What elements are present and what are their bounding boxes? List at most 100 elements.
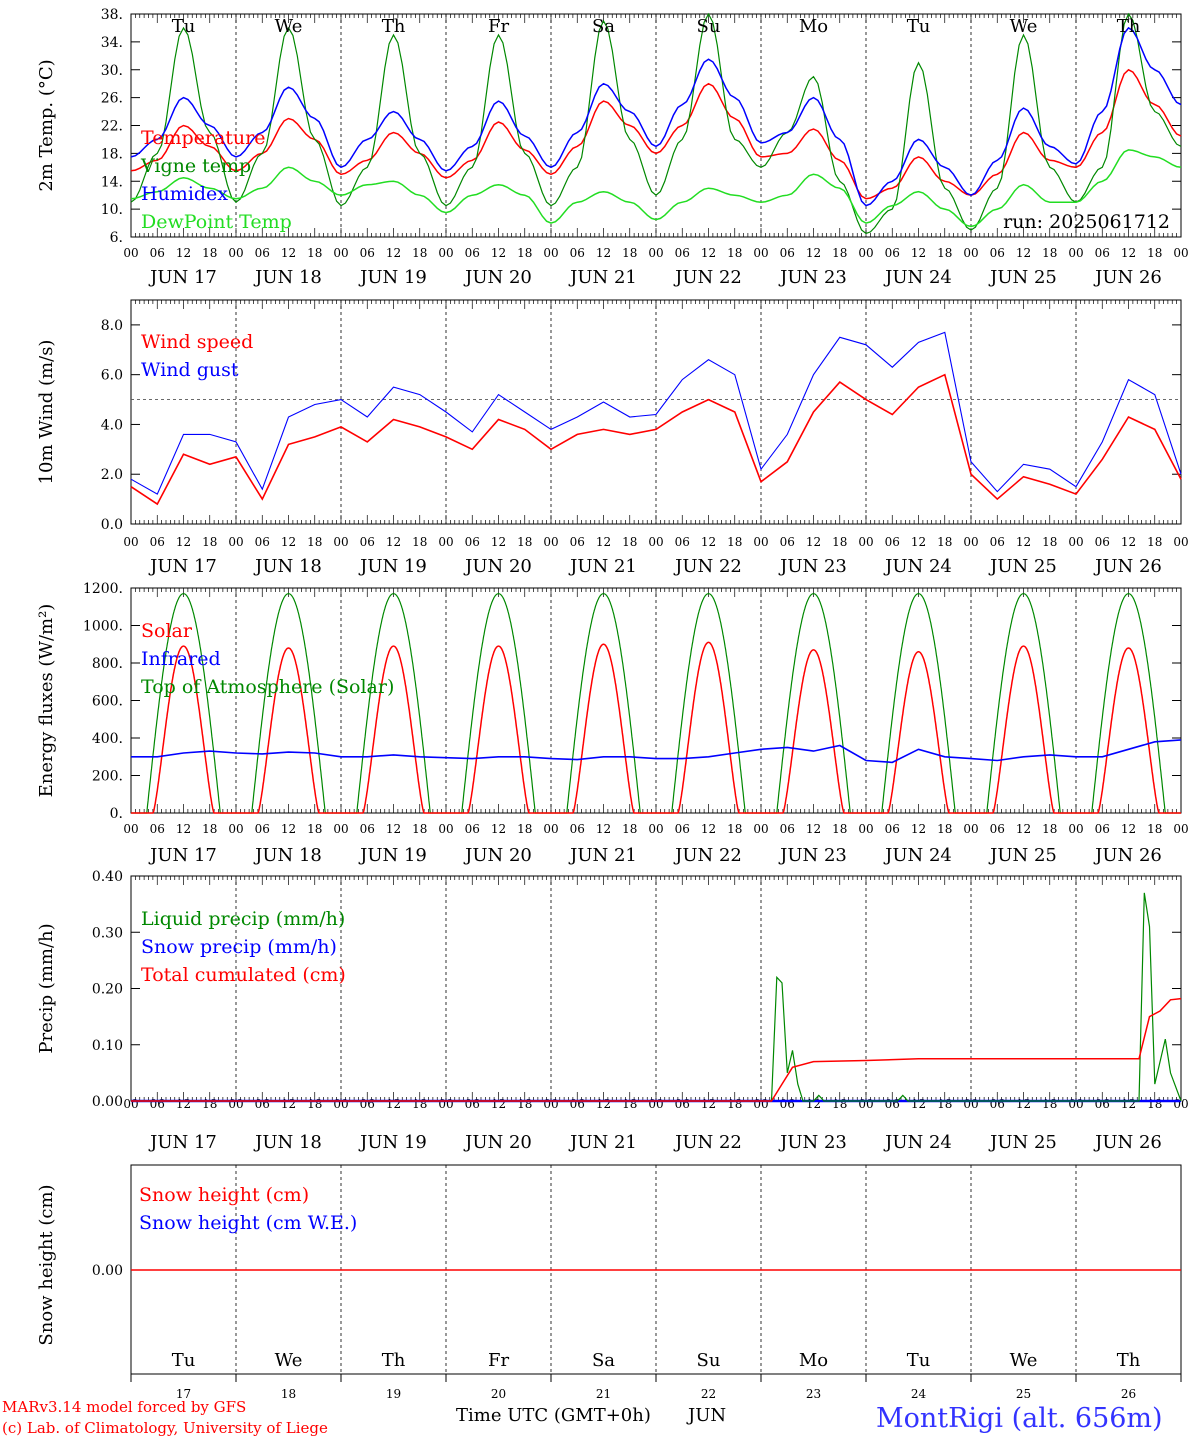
- hour-label: 06: [1095, 1097, 1110, 1111]
- hour-label: 12: [176, 246, 191, 260]
- hour-label: 00: [753, 535, 768, 549]
- hour-label: 18: [202, 1097, 217, 1111]
- panel-3: 00 06 12 18 00 06 12 18 00 06 12 18 00 06 12 18 00 06 12 18…: [36, 581, 1189, 866]
- plot-frame: [130, 587, 1182, 814]
- hour-label: 18: [517, 246, 532, 260]
- y-tick-label: 38.: [101, 7, 123, 23]
- hour-label: 18: [727, 535, 742, 549]
- date-label: JUN 22: [673, 1132, 742, 1153]
- y-tick-label: 800.: [92, 656, 123, 672]
- weekday-label: Tu: [172, 16, 196, 37]
- hour-label: 18: [517, 1097, 532, 1111]
- hour-label: 06: [570, 1097, 585, 1111]
- hour-label: 06: [1095, 535, 1110, 549]
- hour-label: 18: [517, 535, 532, 549]
- y-tick-label: 4.0: [101, 417, 123, 433]
- x-axis-month: JUN: [688, 1405, 727, 1426]
- date-label: JUN 24: [883, 1132, 952, 1153]
- hour-label: 00: [753, 822, 768, 836]
- day-number-label: 23: [806, 1387, 821, 1401]
- weekday-label: Su: [697, 16, 721, 37]
- date-label: JUN 23: [778, 556, 847, 577]
- hour-label: 06: [465, 1097, 480, 1111]
- hour-label: 00: [753, 246, 768, 260]
- y-tick-label: 0.40: [92, 869, 123, 885]
- hour-label: 18: [1147, 822, 1162, 836]
- weekday-label: Tu: [907, 1350, 931, 1371]
- hour-label: 18: [727, 246, 742, 260]
- hour-label: 00: [333, 822, 348, 836]
- hour-label: 06: [465, 822, 480, 836]
- plot-frame: [130, 13, 1182, 238]
- date-label: JUN 24: [883, 267, 952, 288]
- hour-label: 06: [780, 1097, 795, 1111]
- day-number-label: 21: [596, 1387, 611, 1401]
- hour-label: 18: [307, 1097, 322, 1111]
- legend-entry: Wind gust: [141, 359, 239, 381]
- hour-label: 06: [255, 246, 270, 260]
- hour-label: 18: [937, 822, 952, 836]
- legend-entry: Humidex: [141, 183, 228, 205]
- hour-label: 00: [333, 1097, 348, 1111]
- hour-label: 06: [150, 246, 165, 260]
- hour-label: 12: [911, 535, 926, 549]
- date-label: JUN 22: [673, 267, 742, 288]
- hour-label: 00: [963, 822, 978, 836]
- y-tick-label: 34.: [101, 35, 123, 51]
- hour-label: 12: [386, 822, 401, 836]
- y-tick-label: 8.0: [101, 318, 123, 334]
- date-label: JUN 24: [883, 556, 952, 577]
- y-tick-label: 26.: [101, 91, 123, 107]
- series-line-infrared: [131, 739, 1182, 764]
- day-number-label: 20: [491, 1387, 506, 1401]
- hour-label: 06: [150, 1097, 165, 1111]
- y-axis-label: 10m Wind (m/s): [36, 340, 57, 485]
- date-label: JUN 25: [988, 267, 1057, 288]
- hour-label: 18: [937, 535, 952, 549]
- weekday-label: We: [1010, 1350, 1038, 1371]
- hour-label: 12: [1016, 1097, 1031, 1111]
- hour-label: 00: [438, 822, 453, 836]
- day-number-label: 22: [701, 1387, 716, 1401]
- hour-label: 18: [412, 246, 427, 260]
- hour-label: 06: [675, 1097, 690, 1111]
- hour-label: 00: [1173, 535, 1188, 549]
- hour-label: 12: [281, 246, 296, 260]
- y-tick-label: 0.00: [92, 1263, 123, 1279]
- hour-label: 00: [228, 1097, 243, 1111]
- y-axis-label: Energy fluxes (W/m²): [36, 604, 57, 798]
- date-label: JUN 26: [1093, 1132, 1162, 1153]
- hour-label: 12: [806, 1097, 821, 1111]
- date-label: JUN 19: [358, 267, 427, 288]
- hour-label: 00: [1068, 535, 1083, 549]
- hour-label: 00: [543, 246, 558, 260]
- hour-label: 12: [386, 535, 401, 549]
- hour-label: 06: [780, 822, 795, 836]
- date-label: JUN 25: [988, 845, 1057, 866]
- hour-label: 12: [911, 246, 926, 260]
- hour-label: 18: [202, 246, 217, 260]
- date-label: JUN 23: [778, 267, 847, 288]
- y-tick-label: 6.: [110, 230, 123, 246]
- hour-label: 18: [727, 1097, 742, 1111]
- hour-label: 06: [885, 246, 900, 260]
- weekday-label: Mo: [799, 16, 828, 37]
- date-label: JUN 20: [463, 845, 532, 866]
- hour-label: 12: [911, 1097, 926, 1111]
- series-line-liquid-precip: [131, 892, 1182, 1102]
- hour-label: 06: [780, 246, 795, 260]
- hour-label: 00: [858, 535, 873, 549]
- hour-label: 12: [596, 1097, 611, 1111]
- hour-label: 12: [491, 535, 506, 549]
- hour-label: 00: [543, 822, 558, 836]
- legend-entry: Snow height (cm W.E.): [139, 1212, 357, 1234]
- hour-label: 18: [727, 822, 742, 836]
- day-number-label: 19: [386, 1387, 401, 1401]
- hour-label: 00: [543, 535, 558, 549]
- hour-label: 06: [570, 535, 585, 549]
- hour-label: 12: [806, 246, 821, 260]
- y-tick-label: 0.10: [92, 1038, 123, 1054]
- date-label: JUN 18: [253, 556, 322, 577]
- hour-label: 06: [255, 535, 270, 549]
